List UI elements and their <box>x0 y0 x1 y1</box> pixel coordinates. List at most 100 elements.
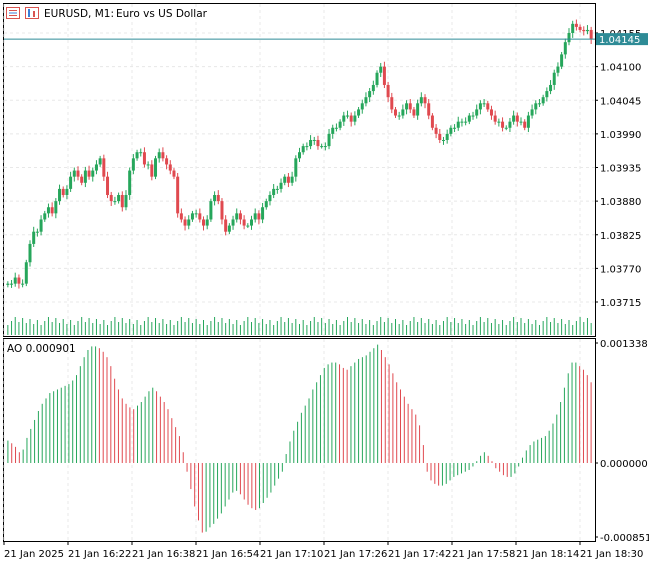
candle-body <box>482 103 486 105</box>
candle-body <box>312 139 316 141</box>
candle-body <box>224 219 228 232</box>
candle-body <box>117 195 121 202</box>
candle-body <box>21 283 25 285</box>
candle-body <box>320 146 324 148</box>
candle-body <box>401 109 405 116</box>
candle-body <box>537 103 541 105</box>
candle-body <box>17 277 21 284</box>
candle-body <box>523 121 527 128</box>
candle-body <box>545 91 549 98</box>
candle-body <box>515 115 519 122</box>
candle-body <box>50 207 54 214</box>
candle-body <box>176 176 180 214</box>
tick-volume-bars <box>7 317 592 335</box>
candle-body <box>456 121 460 128</box>
candle-body <box>113 201 117 203</box>
candle-body <box>453 127 457 129</box>
candle-body <box>261 207 265 220</box>
candle-body <box>393 109 397 116</box>
candle-body <box>216 195 220 202</box>
time-tick-label: 21 Jan 18:30 <box>580 549 643 560</box>
candle-body <box>150 164 154 177</box>
candle-body <box>405 103 409 110</box>
candle-body <box>157 152 161 159</box>
candle-body <box>353 115 357 122</box>
candle-body <box>323 146 327 148</box>
candle-body <box>83 170 87 183</box>
candle-body <box>460 121 464 123</box>
candle-body <box>286 176 290 183</box>
price-pane-frame <box>3 3 596 337</box>
candle-body <box>124 195 128 208</box>
grid-lines <box>3 4 595 541</box>
awesome-oscillator-series <box>7 344 592 533</box>
candle-body <box>309 139 313 147</box>
candle-body <box>46 207 50 214</box>
candle-body <box>364 97 368 104</box>
time-tick-label: 21 Jan 17:10 <box>260 549 323 560</box>
candle-body <box>438 133 442 140</box>
candle-body <box>549 84 553 92</box>
candle-body <box>24 262 28 284</box>
candle-body <box>574 23 578 27</box>
candle-body <box>109 195 113 202</box>
candle-body <box>298 152 301 159</box>
bar-chart-icon[interactable] <box>25 7 39 19</box>
candle-body <box>231 219 235 226</box>
candlestick-series <box>6 19 593 289</box>
candle-body <box>338 121 342 128</box>
candle-body <box>128 170 132 196</box>
candle-body <box>72 170 76 177</box>
candle-body <box>408 103 412 110</box>
candle-body <box>571 23 575 33</box>
candle-body <box>290 176 294 183</box>
candle-body <box>467 115 471 122</box>
candle-body <box>253 213 257 220</box>
candle-body <box>563 42 567 55</box>
candle-body <box>445 133 449 140</box>
candle-body <box>198 213 202 220</box>
candle-body <box>585 29 589 32</box>
candle-body <box>464 121 468 123</box>
candle-body <box>242 219 246 226</box>
candle-body <box>423 97 427 104</box>
chart-window-icon[interactable] <box>6 7 20 19</box>
candle-body <box>449 127 453 134</box>
candle-body <box>556 66 560 73</box>
candle-body <box>183 219 187 226</box>
candle-body <box>427 103 431 116</box>
candle-body <box>342 115 346 122</box>
candle-body <box>154 158 158 177</box>
indicator-tick-label: 0.001338 <box>600 339 648 350</box>
candle-body <box>194 213 198 215</box>
price-tick-label: 1.03990 <box>600 130 641 141</box>
candle-body <box>316 139 320 147</box>
candle-body <box>69 176 73 189</box>
time-tick-label: 21 Jan 16:54 <box>196 549 259 560</box>
indicator-tick-label: 0.000000 <box>600 459 648 470</box>
candle-body <box>209 201 213 220</box>
candle-body <box>139 152 143 154</box>
candle-body <box>146 164 150 166</box>
candle-body <box>530 109 534 116</box>
candle-body <box>168 164 172 171</box>
candle-body <box>386 84 390 98</box>
candle-body <box>213 195 217 202</box>
candle-body <box>419 97 423 104</box>
price-tick-label: 1.03825 <box>600 231 641 242</box>
candle-body <box>508 121 512 128</box>
candle-body <box>76 170 80 177</box>
price-axis: 1.041551.041001.040451.039901.039351.038… <box>595 29 641 309</box>
candle-body <box>54 201 58 214</box>
candle-body <box>43 213 47 220</box>
indicator-tick-label: -0.000851 <box>600 533 649 544</box>
candle-body <box>61 188 65 196</box>
candle-body <box>519 121 523 123</box>
candle-body <box>578 26 582 30</box>
symbol-description: Euro vs US Dollar <box>116 8 208 20</box>
time-axis: 21 Jan 2025 21 Jan 16:22 21 Jan 16:38 21 Ja… <box>3 541 643 560</box>
candle-body <box>257 213 261 220</box>
candle-body <box>534 103 538 110</box>
candle-body <box>493 115 497 122</box>
